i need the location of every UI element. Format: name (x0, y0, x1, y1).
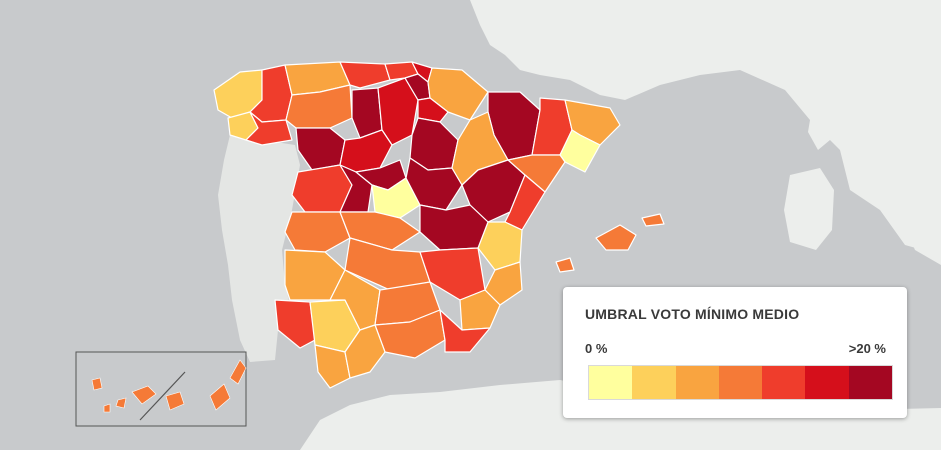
legend-swatch-3 (675, 366, 719, 399)
province-la-rioja[interactable] (417, 97, 449, 123)
legend-min-label: 0 % (585, 341, 608, 356)
province-leon[interactable] (285, 84, 353, 129)
province-malaga[interactable] (344, 324, 386, 379)
italy-landmass (880, 140, 941, 265)
province-palencia[interactable] (351, 87, 383, 139)
legend-swatch-2 (632, 366, 676, 399)
corsica (808, 104, 832, 150)
province-murcia[interactable] (459, 289, 501, 331)
province-navarra[interactable] (427, 67, 489, 121)
legend-swatch-6 (805, 366, 849, 399)
canary-islands-inset (75, 351, 247, 427)
province-cantabria[interactable] (339, 61, 391, 89)
legend-title: UMBRAL VOTO MÍNIMO MEDIO (585, 306, 800, 322)
province-cuenca[interactable] (419, 204, 489, 251)
legend-swatch-4 (718, 366, 763, 399)
legend-swatch-1 (589, 366, 633, 399)
france-landmass (470, 0, 941, 255)
province-ourense[interactable] (245, 111, 293, 146)
province-santa-cruz-de-tenerife[interactable] (91, 377, 157, 413)
sardinia (784, 168, 834, 250)
province-baleares-ibiza[interactable] (555, 257, 575, 273)
legend-swatch-7 (848, 366, 892, 399)
legend-max-label: >20 % (848, 341, 886, 356)
province-baleares-menorca[interactable] (641, 213, 665, 227)
province-almeria[interactable] (439, 309, 491, 353)
legend-swatch-5 (762, 366, 806, 399)
province-huelva[interactable] (274, 299, 316, 349)
province-las-palmas[interactable] (165, 359, 247, 411)
province-baleares-mallorca[interactable] (595, 224, 637, 251)
legend-color-scale (588, 365, 893, 400)
province-cadiz[interactable] (314, 344, 351, 389)
legend-panel: UMBRAL VOTO MÍNIMO MEDIO 0 % >20 % (563, 287, 907, 418)
province-alicante[interactable] (484, 261, 523, 306)
